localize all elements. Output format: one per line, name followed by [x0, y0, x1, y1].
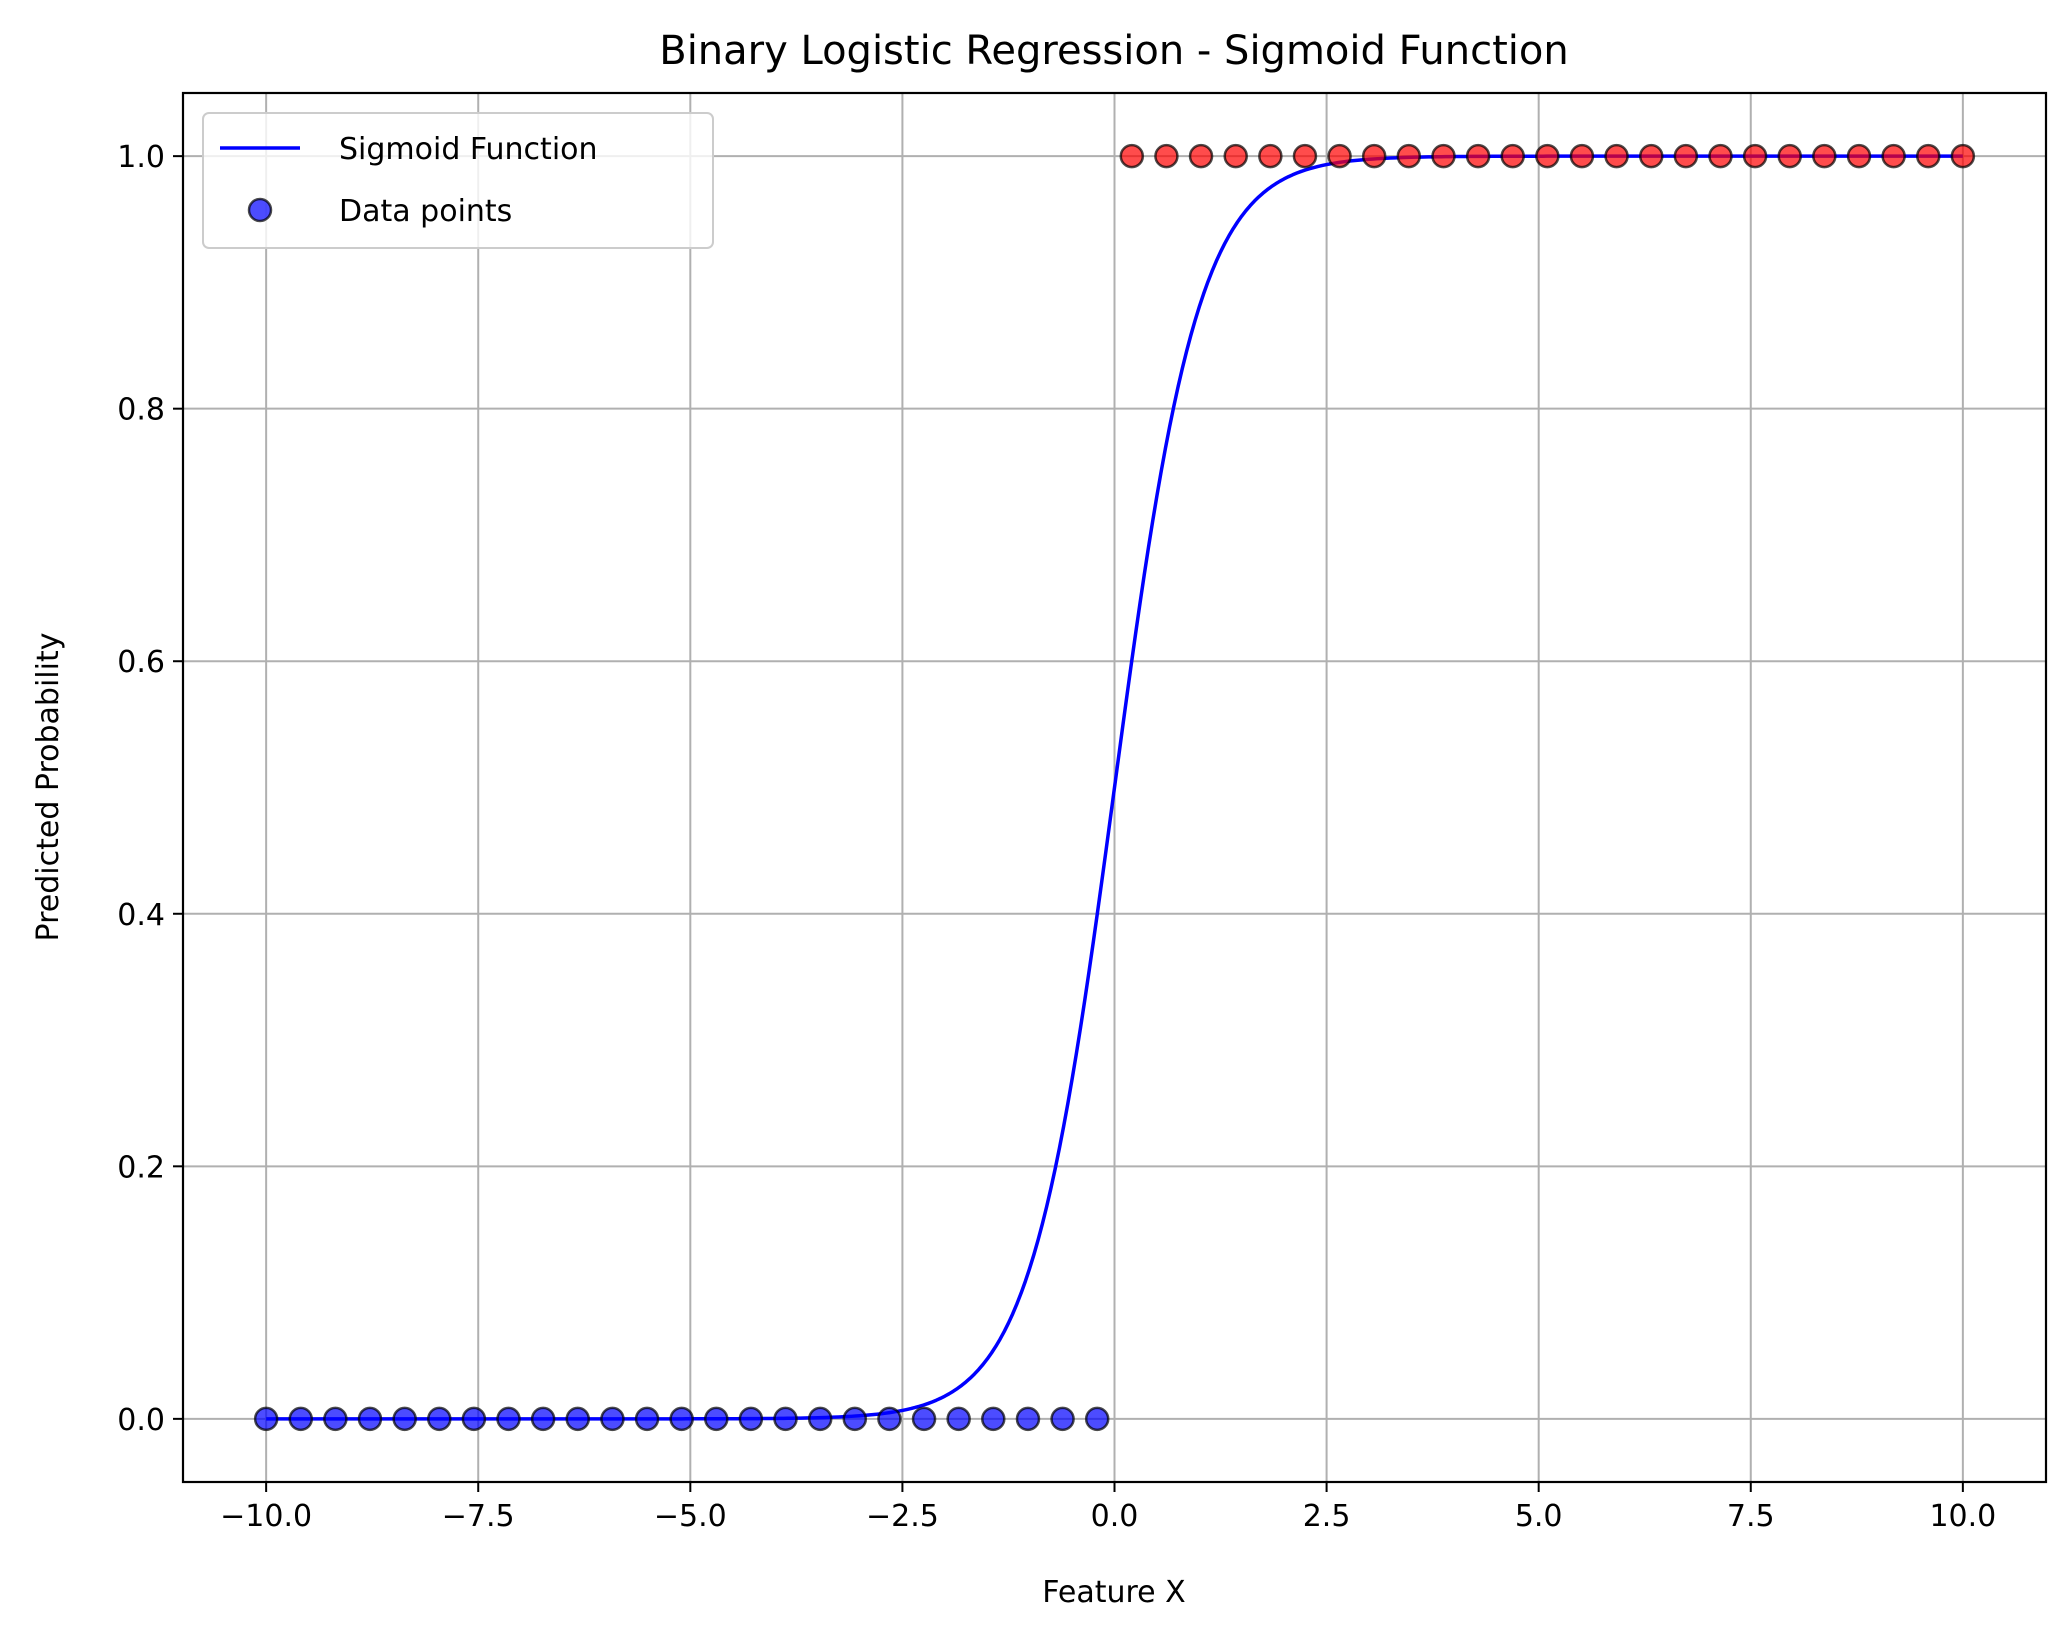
data-point: [1846, 143, 1872, 169]
data-point: [253, 1406, 279, 1432]
data-point: [669, 1406, 694, 1432]
data-point: [323, 1406, 348, 1432]
data-point: [1223, 143, 1248, 169]
legend-marker-swatch: [247, 197, 273, 223]
data-point: [773, 1406, 798, 1432]
data-point: [565, 1406, 590, 1432]
data-point: [1084, 1406, 1110, 1432]
data-point: [1604, 143, 1629, 169]
x-tick-label: −5.0: [654, 1499, 727, 1534]
data-point: [1742, 143, 1768, 169]
y-axis-label: Predicted Probability: [31, 633, 66, 942]
data-point: [1708, 143, 1733, 169]
x-tick-label: 2.5: [1303, 1499, 1351, 1534]
data-point: [1673, 143, 1699, 169]
legend-label-data-points: Data points: [339, 194, 512, 229]
y-tick-label: 0.4: [117, 898, 165, 933]
data-point: [1535, 143, 1560, 169]
data-point: [1154, 143, 1179, 169]
data-point: [1015, 1406, 1041, 1432]
data-point: [288, 1406, 314, 1432]
data-point: [1881, 143, 1906, 169]
y-tick-label: 0.0: [117, 1403, 165, 1438]
data-point: [1050, 1406, 1075, 1432]
plot-series: [253, 143, 1976, 1432]
x-tick-label: −10.0: [220, 1499, 312, 1534]
data-point: [357, 1406, 383, 1432]
data-point: [1465, 143, 1491, 169]
x-tick-label: 0.0: [1091, 1499, 1139, 1534]
data-point: [1188, 143, 1214, 169]
chart-title: Binary Logistic Regression - Sigmoid Fun…: [659, 28, 1569, 74]
y-tick-label: 0.8: [117, 393, 165, 428]
legend-box: [202, 112, 714, 249]
data-point: [1915, 143, 1941, 169]
data-point: [496, 1406, 521, 1432]
data-point: [1119, 143, 1145, 169]
data-point: [600, 1406, 625, 1432]
data-point: [842, 1406, 868, 1432]
data-point: [1327, 143, 1352, 169]
data-point: [1950, 143, 1976, 169]
data-point: [1500, 143, 1525, 169]
data-point: [392, 1406, 417, 1432]
data-point: [1258, 143, 1283, 169]
y-tick-label: 1.0: [117, 140, 165, 175]
x-tick-label: −7.5: [442, 1499, 515, 1534]
data-point: [1777, 143, 1802, 169]
data-point: [1396, 143, 1422, 169]
x-tick-label: 10.0: [1929, 1499, 1996, 1534]
data-point: [738, 1406, 764, 1432]
data-point: [634, 1406, 660, 1432]
x-tick-label: 5.0: [1515, 1499, 1563, 1534]
grid: [183, 93, 2046, 1482]
data-point: [807, 1406, 833, 1432]
data-point: [1292, 143, 1318, 169]
data-point: [461, 1406, 487, 1432]
x-axis-label: Feature X: [1042, 1575, 1185, 1610]
legend: Sigmoid Function Data points: [202, 112, 714, 249]
legend-label-sigmoid: Sigmoid Function: [339, 132, 598, 167]
data-point: [1639, 143, 1664, 169]
x-tick-label: −2.5: [866, 1499, 939, 1534]
data-point: [946, 1406, 971, 1432]
axis-ticks: −10.0 −7.5 −5.0 −2.5 0.0 2.5 5.0 7.5 10.0 0.0 0.2 0…: [117, 140, 1996, 1534]
data-point: [1812, 143, 1837, 169]
y-tick-label: 0.2: [117, 1150, 165, 1185]
data-point: [1361, 143, 1387, 169]
data-point: [877, 1406, 902, 1432]
data-point: [981, 1406, 1006, 1432]
data-point: [530, 1406, 556, 1432]
data-point: [911, 1406, 937, 1432]
y-tick-label: 0.6: [117, 645, 165, 680]
data-point: [1431, 143, 1456, 169]
x-tick-label: 7.5: [1727, 1499, 1775, 1534]
data-point: [704, 1406, 729, 1432]
data-point: [427, 1406, 452, 1432]
data-point: [1569, 143, 1595, 169]
